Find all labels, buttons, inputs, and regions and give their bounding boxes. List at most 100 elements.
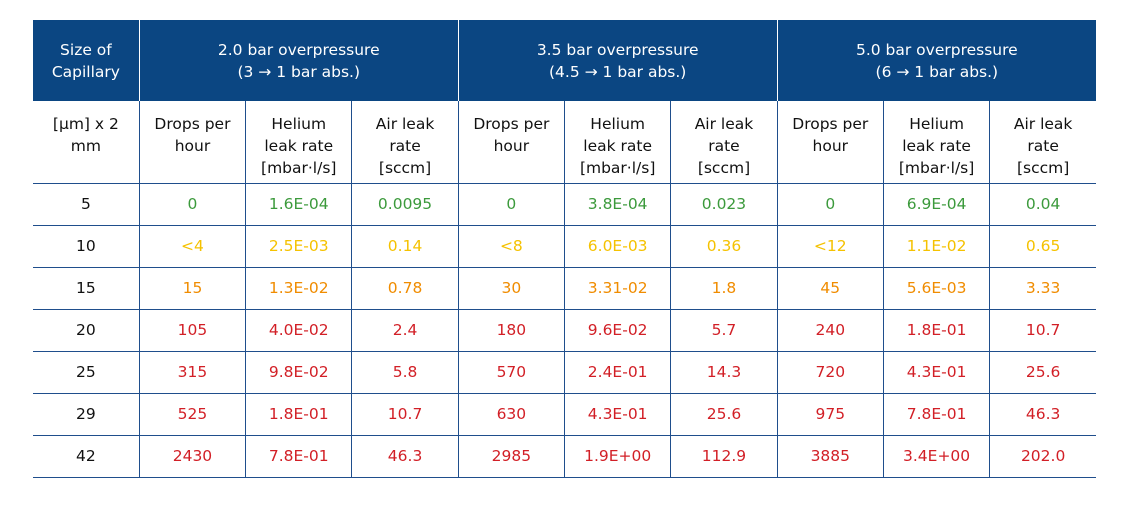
subheader-line: Drops per bbox=[154, 115, 231, 133]
subheader-drops-per-hour: Drops per hour bbox=[138, 101, 247, 184]
header-size: Size of Capillary bbox=[33, 20, 140, 101]
subheader-row: [µm] x 2 mm Drops per hour Helium leak rate [m… bbox=[33, 101, 1097, 184]
subheader-line: [µm] x 2 bbox=[52, 115, 119, 133]
drops-per-hour-cell: 0 bbox=[776, 182, 884, 226]
group-subtitle: (3 → 1 bar abs.) bbox=[237, 62, 361, 81]
header-size-line: Capillary bbox=[51, 62, 120, 81]
subheader-line: rate bbox=[389, 137, 421, 155]
air-leak-rate-cell: 25.6 bbox=[670, 392, 778, 436]
header-row: Size of Capillary 2.0 bar overpressure (3 … bbox=[33, 20, 1097, 101]
header-group-5bar: 5.0 bar overpressure (6 → 1 bar abs.) bbox=[776, 20, 1097, 101]
subheader-line: [mbar·l/s] bbox=[261, 159, 337, 177]
air-leak-rate-cell: 25.6 bbox=[989, 350, 1097, 394]
helium-leak-rate-cell: 9.8E-02 bbox=[245, 350, 353, 394]
table-row: 10 <4 2.5E-03 0.14 <8 6.0E-03 0.36 <12 1.1E-02 0.… bbox=[33, 224, 1097, 268]
helium-leak-rate-cell: 3.4E+00 bbox=[882, 434, 991, 478]
subheader-line: [mbar·l/s] bbox=[898, 159, 975, 177]
drops-per-hour-cell: 2430 bbox=[138, 434, 247, 478]
drops-per-hour-cell: 630 bbox=[457, 392, 566, 436]
subheader-line: Helium bbox=[590, 115, 646, 133]
air-leak-rate-cell: 46.3 bbox=[351, 434, 459, 478]
air-leak-rate-cell: 10.7 bbox=[989, 308, 1097, 352]
capillary-size-cell: 10 bbox=[33, 224, 140, 268]
helium-leak-rate-cell: 1.9E+00 bbox=[564, 434, 672, 478]
drops-per-hour-cell: <8 bbox=[457, 224, 566, 268]
helium-leak-rate-cell: 4.3E-01 bbox=[882, 350, 991, 394]
subheader-helium-leak-rate: Helium leak rate [mbar·l/s] bbox=[882, 101, 991, 184]
drops-per-hour-cell: <12 bbox=[776, 224, 884, 268]
capillary-size-cell: 25 bbox=[33, 350, 140, 394]
drops-per-hour-cell: <4 bbox=[138, 224, 247, 268]
drops-per-hour-cell: 570 bbox=[457, 350, 566, 394]
subheader-air-leak-rate: Air leak rate [sccm] bbox=[989, 101, 1097, 184]
subheader-air-leak-rate: Air leak rate [sccm] bbox=[351, 101, 459, 184]
subheader-line: Helium bbox=[909, 115, 964, 133]
table-row: 29 525 1.8E-01 10.7 630 4.3E-01 25.6 975 7.8E-01… bbox=[33, 392, 1097, 436]
subheader-helium-leak-rate: Helium leak rate [mbar·l/s] bbox=[245, 101, 353, 184]
subheader-line: [sccm] bbox=[378, 159, 432, 177]
drops-per-hour-cell: 30 bbox=[457, 266, 566, 310]
subheader-line: Helium bbox=[271, 115, 327, 133]
table-row: 15 15 1.3E-02 0.78 30 3.31-02 1.8 45 5.6E-03 3.33 bbox=[33, 266, 1097, 310]
helium-leak-rate-cell: 1.8E-01 bbox=[882, 308, 991, 352]
air-leak-rate-cell: 1.8 bbox=[670, 266, 778, 310]
capillary-size-cell: 29 bbox=[33, 392, 140, 436]
drops-per-hour-cell: 15 bbox=[138, 266, 247, 310]
drops-per-hour-cell: 525 bbox=[138, 392, 247, 436]
table-row: 42 2430 7.8E-01 46.3 2985 1.9E+00 112.9 3885 3.4… bbox=[33, 434, 1097, 478]
drops-per-hour-cell: 0 bbox=[457, 182, 566, 226]
air-leak-rate-cell: 0.023 bbox=[670, 182, 778, 226]
subheader-line: Air leak bbox=[375, 115, 435, 133]
subheader-line: hour bbox=[174, 137, 211, 155]
helium-leak-rate-cell: 3.8E-04 bbox=[564, 182, 672, 226]
drops-per-hour-cell: 315 bbox=[138, 350, 247, 394]
subheader-line: hour bbox=[493, 137, 530, 155]
subheader-line: leak rate bbox=[902, 137, 971, 155]
helium-leak-rate-cell: 1.1E-02 bbox=[882, 224, 991, 268]
helium-leak-rate-cell: 7.8E-01 bbox=[245, 434, 353, 478]
drops-per-hour-cell: 240 bbox=[776, 308, 884, 352]
drops-per-hour-cell: 0 bbox=[138, 182, 247, 226]
header-group-3-5bar: 3.5 bar overpressure (4.5 → 1 bar abs.) bbox=[457, 20, 778, 101]
air-leak-rate-cell: 0.36 bbox=[670, 224, 778, 268]
capillary-size-cell: 20 bbox=[33, 308, 140, 352]
subheader-line: Air leak bbox=[694, 115, 754, 133]
helium-leak-rate-cell: 6.0E-03 bbox=[564, 224, 672, 268]
drops-per-hour-cell: 45 bbox=[776, 266, 884, 310]
air-leak-rate-cell: 46.3 bbox=[989, 392, 1097, 436]
helium-leak-rate-cell: 2.5E-03 bbox=[245, 224, 353, 268]
group-title: 5.0 bar overpressure bbox=[855, 40, 1018, 59]
air-leak-rate-cell: 2.4 bbox=[351, 308, 459, 352]
helium-leak-rate-cell: 1.8E-01 bbox=[245, 392, 353, 436]
subheader-line: mm bbox=[70, 137, 101, 155]
helium-leak-rate-cell: 4.3E-01 bbox=[564, 392, 672, 436]
subheader-line: leak rate bbox=[583, 137, 653, 155]
capillary-size-cell: 42 bbox=[33, 434, 140, 478]
air-leak-rate-cell: 5.8 bbox=[351, 350, 459, 394]
helium-leak-rate-cell: 5.6E-03 bbox=[882, 266, 991, 310]
group-subtitle: (6 → 1 bar abs.) bbox=[875, 62, 999, 81]
drops-per-hour-cell: 2985 bbox=[457, 434, 566, 478]
subheader-drops-per-hour: Drops per hour bbox=[776, 101, 884, 184]
subheader-size-unit: [µm] x 2 mm bbox=[33, 101, 140, 184]
subheader-helium-leak-rate: Helium leak rate [mbar·l/s] bbox=[564, 101, 672, 184]
air-leak-rate-cell: 0.78 bbox=[351, 266, 459, 310]
helium-leak-rate-cell: 4.0E-02 bbox=[245, 308, 353, 352]
table-row: 25 315 9.8E-02 5.8 570 2.4E-01 14.3 720 4.3E-01 2… bbox=[33, 350, 1097, 394]
subheader-line: Drops per bbox=[473, 115, 550, 133]
air-leak-rate-cell: 5.7 bbox=[670, 308, 778, 352]
helium-leak-rate-cell: 2.4E-01 bbox=[564, 350, 672, 394]
subheader-line: [sccm] bbox=[697, 159, 751, 177]
subheader-line: rate bbox=[708, 137, 740, 155]
table-row: 5 0 1.6E-04 0.0095 0 3.8E-04 0.023 0 6.9E-04 0.04 bbox=[33, 182, 1097, 226]
leak-rate-table: Size of Capillary 2.0 bar overpressure (3 … bbox=[33, 20, 1097, 478]
group-title: 2.0 bar overpressure bbox=[217, 40, 380, 59]
subheader-air-leak-rate: Air leak rate [sccm] bbox=[670, 101, 778, 184]
subheader-line: [mbar·l/s] bbox=[579, 159, 656, 177]
helium-leak-rate-cell: 1.6E-04 bbox=[245, 182, 353, 226]
air-leak-rate-cell: 0.65 bbox=[989, 224, 1097, 268]
group-subtitle: (4.5 → 1 bar abs.) bbox=[549, 62, 687, 81]
drops-per-hour-cell: 975 bbox=[776, 392, 884, 436]
table-row: 20 105 4.0E-02 2.4 180 9.6E-02 5.7 240 1.8E-01 10… bbox=[33, 308, 1097, 352]
subheader-line: [sccm] bbox=[1016, 159, 1070, 177]
